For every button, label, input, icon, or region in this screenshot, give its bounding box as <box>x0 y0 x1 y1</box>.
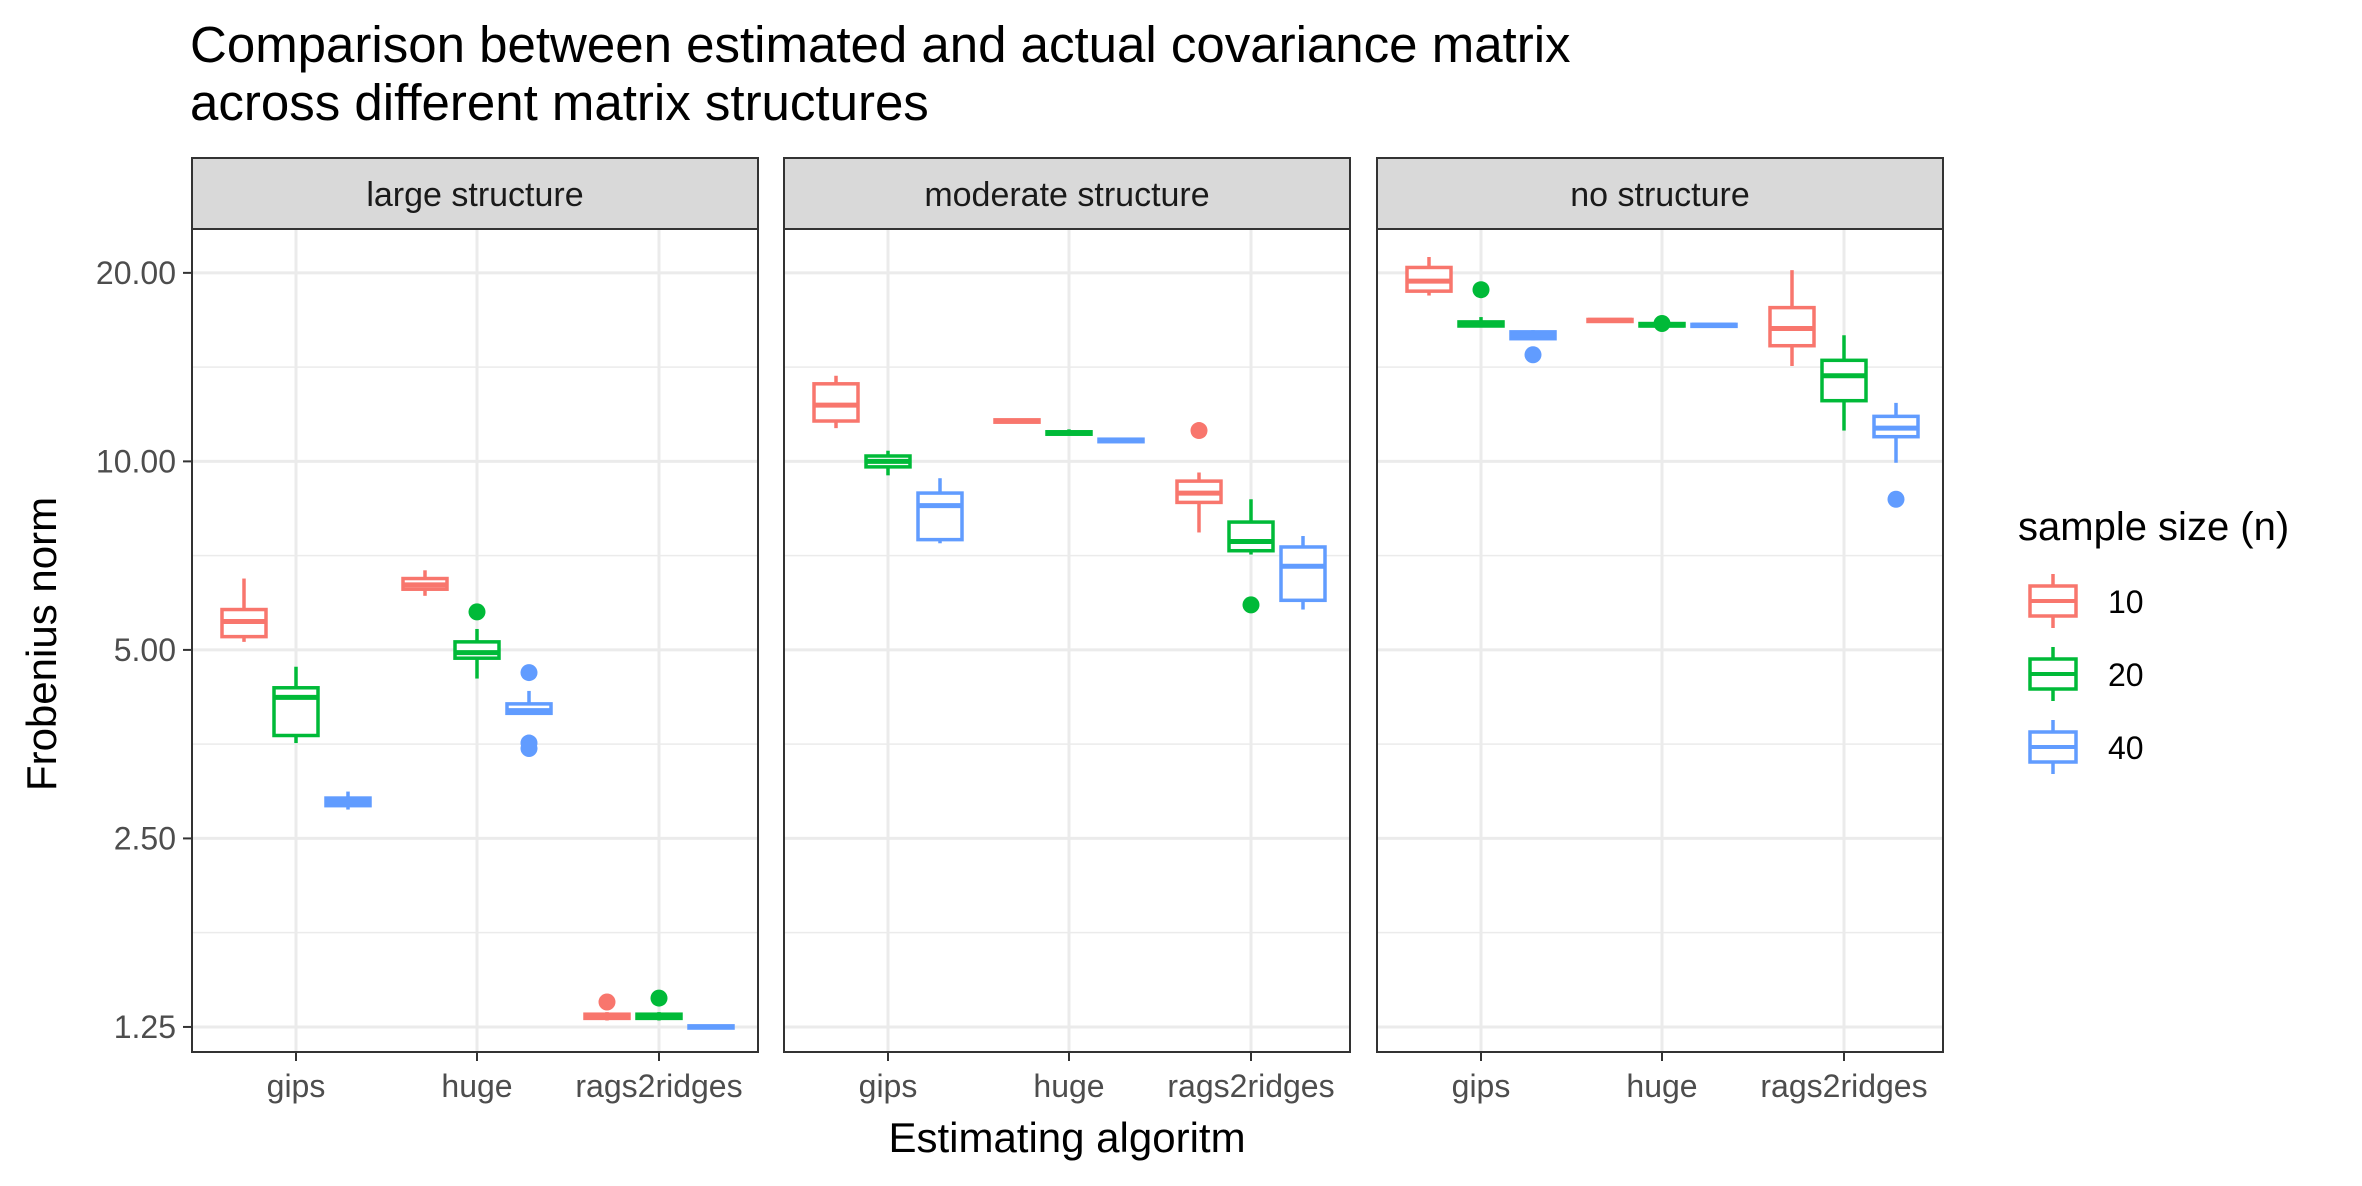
outlier-point-0 <box>520 664 538 682</box>
box-large-structure-huge-n40 <box>505 664 553 757</box>
box-no-structure-rags2ridges-n40 <box>1872 402 1920 508</box>
facet-background-2 <box>1377 229 1943 1052</box>
box-large-structure-gips-n40 <box>324 791 372 810</box>
x-tick-label-1-1: huge <box>1033 1068 1104 1104</box>
legend-label-20: 20 <box>2108 657 2144 693</box>
box-body <box>453 640 501 660</box>
x-tick-label-0-1: huge <box>441 1068 512 1104</box>
box-body <box>1279 545 1327 603</box>
facet-border-1 <box>783 228 1351 1053</box>
x-tick-label-0-2: rags2ridges <box>575 1068 742 1104</box>
box-moderate-structure-huge-n40 <box>1097 437 1145 444</box>
box-moderate-structure-gips-n10 <box>812 375 860 429</box>
legend-entry-10: 10 <box>2028 574 2144 628</box>
box-no-structure-gips-n40 <box>1509 330 1557 364</box>
box-no-structure-rags2ridges-n20 <box>1820 335 1868 431</box>
box-large-structure-gips-n20 <box>272 666 320 744</box>
y-tick-label-3: 10.00 <box>96 443 176 479</box>
box-body <box>812 382 860 423</box>
outlier-point-0 <box>1653 315 1671 333</box>
x-tick-label-2-2: rags2ridges <box>1760 1068 1927 1104</box>
box-no-structure-huge-n10 <box>1586 317 1634 324</box>
box-body <box>1227 520 1275 553</box>
outlier-point-0 <box>1887 490 1905 508</box>
box-large-structure-rags2ridges-n40 <box>687 1024 735 1030</box>
x-tick-label-2-0: gips <box>1452 1068 1511 1104</box>
box-moderate-structure-huge-n20 <box>1045 429 1093 436</box>
box-moderate-structure-rags2ridges-n20 <box>1227 499 1275 614</box>
box-no-structure-huge-n20 <box>1638 315 1686 333</box>
facet-panel-2: no structure gips huge rags2ridges <box>1376 157 1944 1104</box>
x-tick-label-1-0: gips <box>859 1068 918 1104</box>
facet-border-0 <box>191 228 759 1053</box>
facet-strip-label-0: large structure <box>366 176 583 214</box>
x-tick-label-2-1: huge <box>1626 1068 1697 1104</box>
facet-background-1 <box>784 229 1350 1052</box>
y-tick-label-0: 1.25 <box>114 1009 176 1045</box>
facet-strip-0 <box>191 157 759 230</box>
box-moderate-structure-gips-n40 <box>916 478 964 544</box>
facet-strip-label-1: moderate structure <box>924 176 1209 214</box>
legend-entry-40: 40 <box>2028 720 2144 774</box>
chart-title-line-2: across different matrix structures <box>190 74 929 131</box>
facet-strip-1 <box>783 157 1351 230</box>
outlier-point-0 <box>598 993 616 1011</box>
y-tick-label-4: 20.00 <box>96 255 176 291</box>
box-body <box>1820 358 1868 403</box>
box-no-structure-rags2ridges-n10 <box>1768 270 1816 367</box>
legend-label-10: 10 <box>2108 584 2144 620</box>
outlier-point-0 <box>1472 281 1490 299</box>
box-large-structure-rags2ridges-n20 <box>635 989 683 1021</box>
y-axis: 1.25 2.50 5.00 10.00 20.00 <box>96 255 192 1045</box>
legend-label-40: 40 <box>2108 730 2144 766</box>
box-body <box>916 491 964 542</box>
box-moderate-structure-rags2ridges-n10 <box>1175 422 1223 533</box>
x-axis-title: Estimating algoritm <box>888 1114 1245 1161</box>
y-axis-title: Frobenius norm <box>18 497 65 791</box>
outlier-point-0 <box>650 989 668 1007</box>
y-tick-label-1: 2.50 <box>114 820 176 856</box>
box-large-structure-gips-n10 <box>220 578 268 642</box>
y-tick-label-2: 5.00 <box>114 632 176 668</box>
legend: sample size (n) 10 20 40 <box>2018 505 2289 774</box>
chart-title-line-1: Comparison between estimated and actual … <box>190 16 1571 73</box>
box-large-structure-huge-n20 <box>453 603 501 679</box>
facet-strip-2 <box>1376 157 1944 230</box>
x-tick-label-0-0: gips <box>267 1068 326 1104</box>
box-moderate-structure-rags2ridges-n40 <box>1279 536 1327 610</box>
x-tick-label-1-2: rags2ridges <box>1167 1068 1334 1104</box>
box-large-structure-rags2ridges-n10 <box>583 993 631 1021</box>
outlier-point-0 <box>1524 346 1542 364</box>
box-no-structure-gips-n20 <box>1457 281 1505 328</box>
box-moderate-structure-gips-n20 <box>864 450 912 476</box>
facet-strip-label-2: no structure <box>1570 176 1750 214</box>
outlier-point-0 <box>1190 422 1208 440</box>
facet-panel-1: moderate structure gips huge rags2ridges <box>783 157 1351 1104</box>
outlier-point-2 <box>520 739 538 757</box>
box-large-structure-huge-n10 <box>401 570 449 596</box>
box-moderate-structure-huge-n10 <box>993 418 1041 424</box>
outlier-point-0 <box>468 603 486 621</box>
legend-entry-20: 20 <box>2028 647 2144 701</box>
box-no-structure-huge-n40 <box>1690 322 1738 329</box>
box-no-structure-gips-n10 <box>1405 257 1453 296</box>
outlier-point-0 <box>1242 596 1260 614</box>
legend-title: sample size (n) <box>2018 505 2289 549</box>
facet-panel-0: large structure gips huge rags2ridges <box>191 157 759 1104</box>
facet-border-2 <box>1376 228 1944 1053</box>
